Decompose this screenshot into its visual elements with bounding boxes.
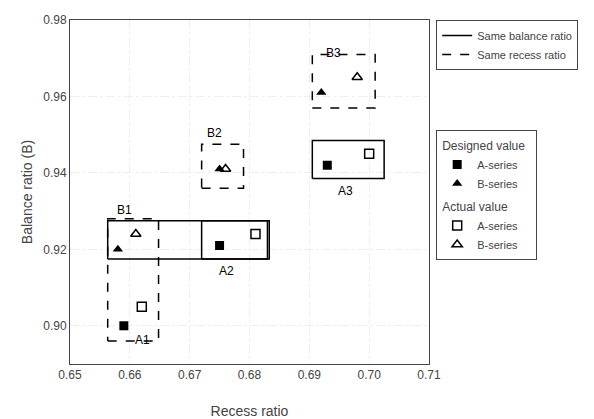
svg-text:Recess ratio: Recess ratio: [211, 403, 289, 419]
svg-text:Same balance ratio: Same balance ratio: [477, 30, 572, 42]
svg-text:0.94: 0.94: [43, 166, 67, 180]
svg-text:A1: A1: [135, 333, 150, 347]
svg-text:B1: B1: [117, 203, 132, 217]
svg-text:0.69: 0.69: [298, 368, 322, 382]
svg-text:0.68: 0.68: [238, 368, 262, 382]
svg-text:B-series: B-series: [477, 239, 518, 251]
svg-text:0.71: 0.71: [417, 368, 441, 382]
svg-text:0.67: 0.67: [178, 368, 202, 382]
svg-text:Balance ratio (B): Balance ratio (B): [19, 140, 35, 244]
svg-text:B2: B2: [207, 126, 222, 140]
svg-text:0.92: 0.92: [43, 243, 67, 257]
svg-text:A3: A3: [338, 184, 353, 198]
svg-text:0.65: 0.65: [58, 368, 82, 382]
svg-text:A-series: A-series: [477, 159, 518, 171]
svg-text:0.70: 0.70: [357, 368, 381, 382]
svg-text:0.98: 0.98: [43, 13, 67, 27]
svg-text:Designed value: Designed value: [442, 139, 525, 153]
svg-text:A-series: A-series: [477, 220, 518, 232]
svg-text:0.96: 0.96: [43, 90, 67, 104]
svg-text:A2: A2: [219, 264, 234, 278]
svg-text:0.90: 0.90: [43, 319, 67, 333]
svg-text:Same recess ratio: Same recess ratio: [477, 49, 566, 61]
svg-text:Actual value: Actual value: [442, 200, 508, 214]
svg-text:B3: B3: [326, 46, 341, 60]
svg-text:B-series: B-series: [477, 178, 518, 190]
svg-text:0.66: 0.66: [118, 368, 142, 382]
